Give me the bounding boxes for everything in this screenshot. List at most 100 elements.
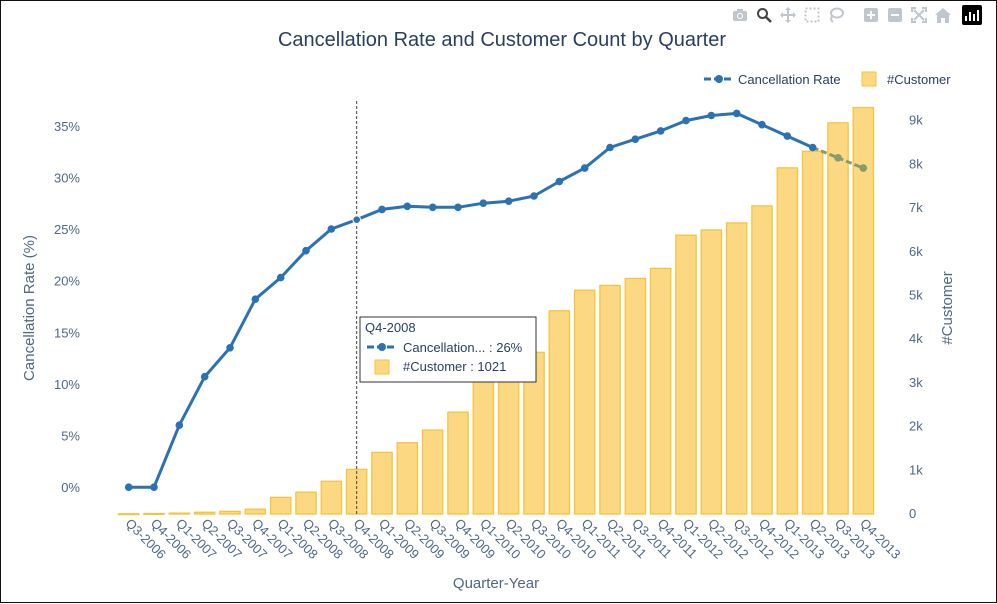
zoom-icon[interactable] <box>753 5 774 25</box>
line-point-Q3-2006 <box>124 483 133 492</box>
y-tick-label: 35% <box>54 119 80 134</box>
bar-Q4-2013 <box>852 106 875 515</box>
chart-title: Cancellation Rate and Customer Count by … <box>278 29 726 51</box>
line-point-Q2-2008 <box>302 246 310 255</box>
bar-Q4-2007 <box>244 508 267 515</box>
y-tick-label: 20% <box>54 274 80 289</box>
bar-Q1-2008 <box>269 496 292 515</box>
bar-series <box>117 106 875 516</box>
line-point-Q2-2011 <box>606 143 614 152</box>
modebar <box>729 5 982 25</box>
bar-Q4-2012 <box>751 205 773 515</box>
line-point-Q2-2010 <box>504 197 513 205</box>
bar-Q2-2010 <box>497 364 520 515</box>
line-point-Q1-2007 <box>175 421 184 430</box>
line-point-Q4-2011 <box>656 127 665 135</box>
y-axis-title: Cancellation Rate (%) <box>21 235 38 381</box>
bar-Q3-2013 <box>827 122 849 515</box>
y-tick-label: 5% <box>61 429 80 444</box>
line-point-Q1-2009 <box>378 205 386 214</box>
bar-Q2-2013 <box>801 150 824 515</box>
bar-Q1-2009 <box>371 451 393 515</box>
line-point-Q1-2012 <box>682 116 690 125</box>
line-point-Q2-2012 <box>707 111 716 120</box>
bar-Q4-2011 <box>649 267 672 515</box>
y2-tick-label: 9k <box>909 113 923 128</box>
zoom-out-icon[interactable] <box>884 5 905 25</box>
line-point-Q3-2012 <box>732 109 741 118</box>
legend-label-bar: #Customer <box>887 72 951 87</box>
line-point-Q2-2009 <box>403 202 412 211</box>
line-point-Q3-2009 <box>428 203 437 212</box>
line-point-Q2-2007 <box>200 372 209 381</box>
line-path <box>128 111 814 489</box>
legend-item-line[interactable]: Cancellation Rate <box>704 72 841 87</box>
bar-Q3-2006 <box>117 513 140 516</box>
line-point-Q2-2013 <box>808 143 817 152</box>
autoscale-icon[interactable] <box>908 5 929 25</box>
line-point-Q3-2010 <box>530 192 538 200</box>
line-point-Q3-2007 <box>226 344 234 352</box>
legend-label-line: Cancellation Rate <box>738 72 841 87</box>
plotly-logo-icon[interactable] <box>962 5 982 25</box>
line-point-Q1-2013 <box>783 132 792 140</box>
y2-tick-label: 5k <box>909 288 923 303</box>
reset-axes-icon[interactable] <box>932 5 953 25</box>
y-tick-label: 10% <box>54 377 80 392</box>
zoom-in-icon[interactable] <box>860 5 881 25</box>
bar-Q3-2011 <box>624 277 647 515</box>
y2-tick-label: 3k <box>909 375 923 390</box>
camera-icon[interactable] <box>729 5 750 25</box>
lasso-icon[interactable] <box>825 5 846 25</box>
bar-Q2-2007 <box>193 511 216 515</box>
y-tick-label: 25% <box>54 222 80 237</box>
x-axis: Q3-2006Q4-2006Q1-2007Q2-2007Q3-2007Q4-20… <box>123 516 904 562</box>
line-point-Q4-2013 <box>859 164 868 172</box>
tooltip-bar-label: #Customer : 1021 <box>403 359 506 374</box>
y-tick-label: 0% <box>61 480 80 495</box>
line-point-Q4-2010 <box>555 177 564 186</box>
y-axis-right: 0 1k 2k 3k 4k 5k 6k 7k 8k 9k <box>909 113 923 521</box>
tooltip-line-marker <box>378 343 386 351</box>
y2-tick-label: 6k <box>909 244 923 259</box>
line-point-Q3-2011 <box>631 135 640 143</box>
bar-Q2-2011 <box>599 284 621 515</box>
y2-tick-label: 4k <box>909 331 923 346</box>
y2-tick-label: 7k <box>909 200 923 215</box>
pan-icon[interactable] <box>777 5 798 25</box>
legend-item-bar[interactable]: #Customer <box>861 71 951 87</box>
tooltip-title: Q4-2008 <box>365 320 416 335</box>
box-select-icon[interactable] <box>801 5 822 25</box>
bar-Q1-2012 <box>675 234 697 515</box>
bar-Q3-2008 <box>320 480 343 515</box>
hover-tooltip: Q4-2008 Cancellation... : 26% #Customer … <box>359 316 537 383</box>
tooltip-bar-swatch <box>374 359 390 375</box>
line-point-Q4-2009 <box>454 203 462 212</box>
line-point-Q4-2006 <box>150 483 158 492</box>
bar-Q2-2008 <box>295 491 317 515</box>
line-point-Q3-2008 <box>327 225 336 233</box>
y2-tick-label: 8k <box>909 156 923 171</box>
line-point-Q1-2010 <box>479 199 488 207</box>
bar-Q3-2007 <box>219 510 241 515</box>
bar-Q1-2013 <box>776 167 799 515</box>
line-point-Q1-2008 <box>276 273 285 282</box>
line-point-Q4-2007 <box>251 295 260 304</box>
line-point-Q4-2012 <box>758 120 766 129</box>
line-point-Q3-2013 <box>834 154 842 162</box>
bar-Q4-2009 <box>447 411 469 515</box>
bar-Q2-2012 <box>700 229 723 515</box>
x-axis-title: Quarter-Year <box>453 575 539 592</box>
bar-Q4-2010 <box>548 310 571 515</box>
y-tick-label: 30% <box>54 170 80 185</box>
y2-tick-label: 1k <box>909 462 923 477</box>
y2-tick-label: 2k <box>909 419 923 434</box>
legend[interactable]: Cancellation Rate #Customer <box>704 71 951 87</box>
y-tick-label: 15% <box>54 325 80 340</box>
legend-line-marker <box>715 75 723 83</box>
bar-Q1-2010 <box>472 373 495 515</box>
bar-Q3-2009 <box>421 429 444 515</box>
bar-Q1-2011 <box>573 289 596 515</box>
